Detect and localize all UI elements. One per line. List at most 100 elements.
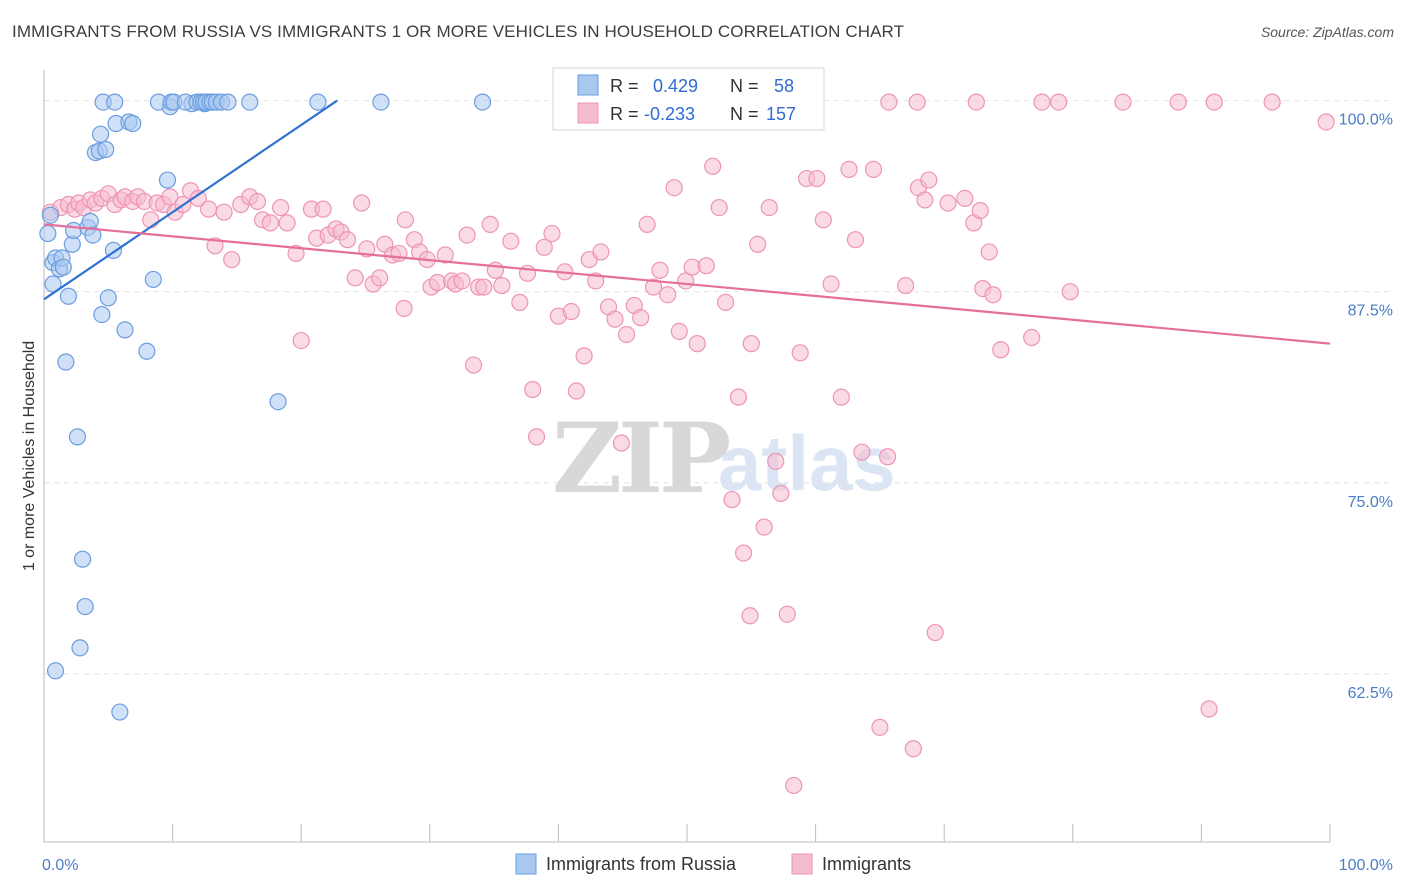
pink-point-93 [651,261,669,279]
x-tick-label-right: 100.0% [1339,857,1393,874]
pink-point-44 [346,269,364,287]
correlation-legend: R = 0.429 N = 58 R = -0.233 N = 157 [552,67,825,131]
pink-point-132 [920,171,938,189]
blue-point-16 [46,662,65,680]
pink-point-122 [846,231,865,249]
blue-point-0 [39,224,57,243]
pink-point-133 [926,623,944,642]
source-label: Source: ZipAtlas.com [1260,24,1394,40]
pink-point-153 [1263,93,1281,111]
pink-point-88 [617,325,636,344]
blue-point-9 [59,287,78,305]
pink-point-19 [161,188,179,206]
pink-point-53 [396,211,414,229]
pink-point-99 [688,335,706,353]
pink-point-100 [697,257,715,275]
pink-point-143 [1061,283,1079,301]
pink-point-140 [984,286,1002,304]
pink-point-152 [1205,93,1223,111]
blue-point-25 [97,140,115,159]
pink-point-74 [527,428,546,446]
y-tick-label-3: 62.5% [1348,685,1393,702]
pink-point-81 [575,347,593,365]
pink-point-35 [287,244,305,263]
chart-title: IMMIGRANTS FROM RUSSIA VS IMMIGRANTS 1 O… [12,22,905,41]
russia-points [39,93,492,721]
blue-point-26 [99,289,117,307]
series-legend: Immigrants from Russia Immigrants [515,853,911,875]
blue-point-7 [54,258,72,276]
blue-point-57 [473,93,492,111]
pink-point-91 [638,215,656,233]
pink-point-45 [353,194,371,212]
legend-r-label-2: R = [610,104,639,124]
pink-point-26 [215,203,233,221]
blue-point-32 [138,342,156,360]
legend-n-value-1: 58 [774,76,794,96]
pink-point-129 [904,740,922,758]
pink-point-103 [716,293,735,311]
blue-trend-line [43,99,338,301]
blue-point-23 [91,125,110,143]
pink-point-113 [778,605,796,623]
pink-point-63 [458,226,476,244]
axes [43,70,1331,843]
pink-point-30 [248,192,267,211]
legend-n-value-2: 157 [766,104,796,124]
pink-point-94 [659,286,677,304]
pink-point-24 [200,200,218,218]
pink-point-79 [562,302,580,321]
pink-point-115 [791,344,809,362]
y-axis-title: 1 or more Vehicles in Household [21,341,38,571]
pink-point-104 [723,490,741,509]
blue-point-56 [372,93,390,111]
trend-lines [43,99,1331,345]
pink-point-144 [741,607,759,625]
pink-point-120 [832,388,850,406]
pink-point-128 [897,276,915,295]
watermark-zip: ZIP [552,402,729,515]
legend-swatch-blue [577,74,599,96]
pink-point-127 [880,93,898,111]
series-legend-label-russia: Immigrants from Russia [546,854,737,874]
pink-point-101 [704,157,722,175]
pink-point-109 [755,518,773,536]
pink-point-48 [371,269,389,287]
pink-point-96 [670,322,688,341]
blue-point-31 [124,114,142,133]
blue-point-15 [71,639,89,657]
pink-point-126 [879,448,897,466]
pink-point-110 [760,198,778,217]
blue-point-14 [76,597,94,616]
pink-point-135 [956,189,974,208]
series-legend-swatch-russia [515,853,537,875]
blue-point-17 [111,703,129,721]
pink-point-151 [1169,93,1187,111]
pink-point-86 [606,310,624,328]
pink-point-27 [223,250,241,269]
pink-point-141 [992,341,1010,359]
blue-point-29 [116,321,134,339]
legend-r-value-1: 0.429 [653,76,698,96]
pink-point-146 [908,93,926,111]
pink-point-70 [502,232,520,250]
legend-r-label-1: R = [610,76,639,96]
pink-point-66 [475,278,493,296]
pink-point-131 [916,191,934,209]
pink-point-32 [261,214,279,232]
pink-point-33 [272,198,290,217]
pink-point-117 [808,169,826,188]
pink-point-58 [428,273,447,292]
pink-point-36 [292,331,310,350]
pink-point-137 [971,202,989,220]
watermark: ZIP atlas [552,402,896,515]
series-legend-swatch-immigrants [791,853,813,875]
pink-point-76 [543,224,561,243]
pink-point-23 [189,189,207,208]
legend-r-value-2: -0.233 [644,104,695,124]
pink-point-123 [853,443,871,461]
pink-point-125 [871,718,889,736]
pink-point-71 [511,293,529,311]
pink-point-95 [665,179,683,197]
pink-point-111 [767,452,785,470]
